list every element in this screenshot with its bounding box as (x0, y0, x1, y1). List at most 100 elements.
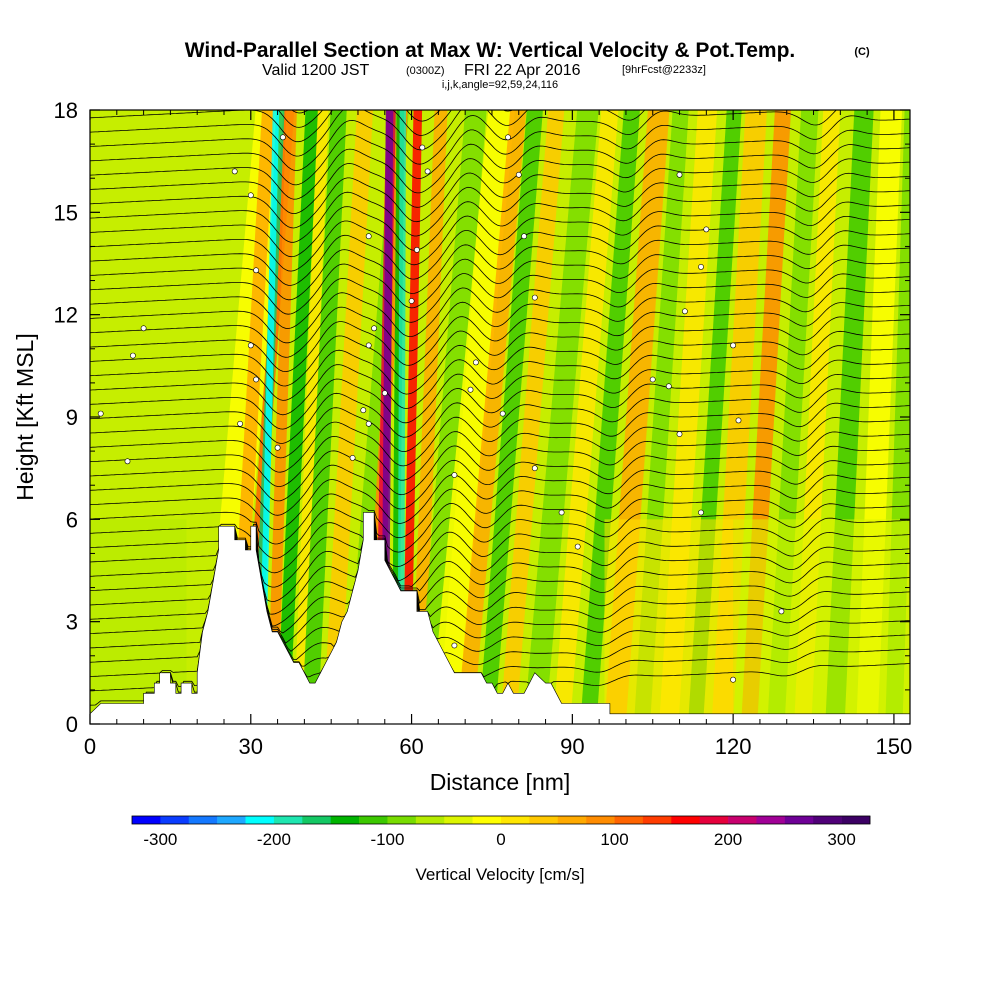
colorbar-label: Vertical Velocity [cm/s] (415, 865, 584, 884)
contour-label-marker (521, 233, 527, 240)
chart-subtitle: Valid 1200 JST (0300Z) FRI 22 Apr 2016 [… (262, 62, 706, 91)
theta-contour (90, 445, 910, 516)
colorbar-segment (132, 816, 161, 824)
velocity-band (478, 110, 543, 724)
velocity-band (323, 110, 373, 724)
contour-label-marker (735, 417, 742, 424)
contour-label-marker (140, 325, 147, 332)
title-mark: (C) (854, 46, 870, 58)
subtitle-date: FRI 22 Apr 2016 (464, 62, 581, 79)
x-tick-label: 60 (399, 734, 423, 759)
contour-label-marker (97, 410, 104, 417)
theta-contour (90, 110, 837, 171)
contour-label-marker (279, 134, 286, 141)
contour-label-marker (472, 359, 479, 366)
plot-area (90, 110, 910, 724)
theta-contour (90, 259, 910, 329)
contour-label-marker (365, 233, 372, 240)
x-axis: 0 30 60 90 120 150 (84, 110, 912, 759)
colorbar-tick-label: 0 (496, 830, 505, 849)
y-axis-label: Height [Kft MSL] (12, 333, 38, 500)
y-tick-label: 6 (66, 507, 78, 532)
theta-contour (90, 129, 910, 200)
subtitle-indices: i,j,k,angle=92,59,24,116 (442, 79, 558, 91)
theta-contour (90, 230, 910, 301)
theta-contour (90, 216, 910, 286)
colorbar-segment (273, 816, 303, 824)
contour-label-marker (349, 454, 356, 461)
theta-contour (90, 201, 910, 272)
x-axis-label: Distance [nm] (430, 769, 571, 795)
contour-label-marker (676, 431, 683, 437)
subtitle-valid: Valid 1200 JST (262, 62, 370, 79)
contour-label-marker (499, 410, 506, 417)
contour-label-marker (381, 390, 388, 396)
contour-label-marker (531, 294, 538, 301)
colorbar-tick-label: 300 (827, 830, 855, 849)
colorbar-segment (359, 816, 388, 824)
colorbar-segment (529, 816, 559, 824)
contour-label-marker (371, 325, 377, 332)
contour-label-marker (531, 465, 538, 472)
colorbar-segment (699, 816, 729, 824)
y-tick-label: 15 (54, 200, 78, 225)
y-tick-label: 9 (66, 405, 78, 430)
velocity-band (410, 110, 448, 724)
colorbar-segment (614, 816, 644, 824)
colorbar-tick-label: -200 (257, 830, 291, 849)
contour-label-marker (274, 444, 281, 451)
velocity-patch (604, 519, 734, 724)
contour-label-marker (451, 642, 458, 649)
contour-label-marker (649, 376, 656, 383)
colorbar-segment (160, 816, 190, 824)
velocity-band (416, 110, 487, 724)
velocity-band (266, 110, 297, 724)
contour-label-marker (413, 246, 420, 253)
colorbar-segment (415, 816, 445, 824)
theta-contour (90, 244, 910, 315)
colorbar-segment (841, 816, 871, 824)
colorbar-segment (330, 816, 360, 824)
theta-contour (90, 431, 910, 502)
contour-label-marker (665, 383, 672, 390)
colorbar-segment (387, 816, 417, 824)
x-tick-label: 120 (715, 734, 752, 759)
contour-label-marker (682, 308, 688, 315)
contour-label-marker (419, 144, 426, 151)
theta-contour (90, 373, 910, 444)
theta-contour (90, 287, 910, 358)
contour-label-marker (730, 676, 736, 683)
contour-label-marker (451, 472, 458, 478)
y-tick-label: 3 (66, 610, 78, 635)
theta-contour (90, 488, 910, 559)
colorbar-segment (245, 816, 275, 824)
contour-label-marker (247, 192, 254, 199)
contour-labels (97, 134, 785, 683)
theta-contour (90, 273, 910, 344)
contour-label-marker (698, 263, 704, 270)
x-tick-label: 0 (84, 734, 96, 759)
colorbar: -300 -200 -100 0 100 200 300 (131, 815, 871, 849)
contour-label-marker (253, 267, 259, 274)
colorbar-segment (557, 816, 587, 824)
velocity-band (430, 110, 515, 724)
colorbar-segment (472, 816, 502, 824)
theta-contour (90, 316, 910, 387)
contour-label-marker (129, 352, 136, 359)
colorbar-segment (188, 816, 218, 824)
colorbar-segment (642, 816, 672, 824)
subtitle-forecast: [9hrFcst@2233z] (622, 64, 706, 76)
velocity-band (397, 110, 406, 724)
title-main: Wind-Parallel Section at Max W: Vertical… (185, 39, 796, 62)
theta-contour (90, 330, 910, 401)
colorbar-segment (728, 816, 757, 824)
contour-label-marker (698, 509, 704, 516)
theta-contour (90, 417, 910, 487)
colorbar-segment (784, 816, 814, 824)
velocity-band (276, 110, 319, 724)
contour-label-marker (676, 171, 683, 178)
contour-label-marker (515, 171, 522, 178)
contour-label-marker (365, 420, 372, 427)
colorbar-tick-label: 100 (600, 830, 628, 849)
contour-label-marker (574, 543, 581, 550)
